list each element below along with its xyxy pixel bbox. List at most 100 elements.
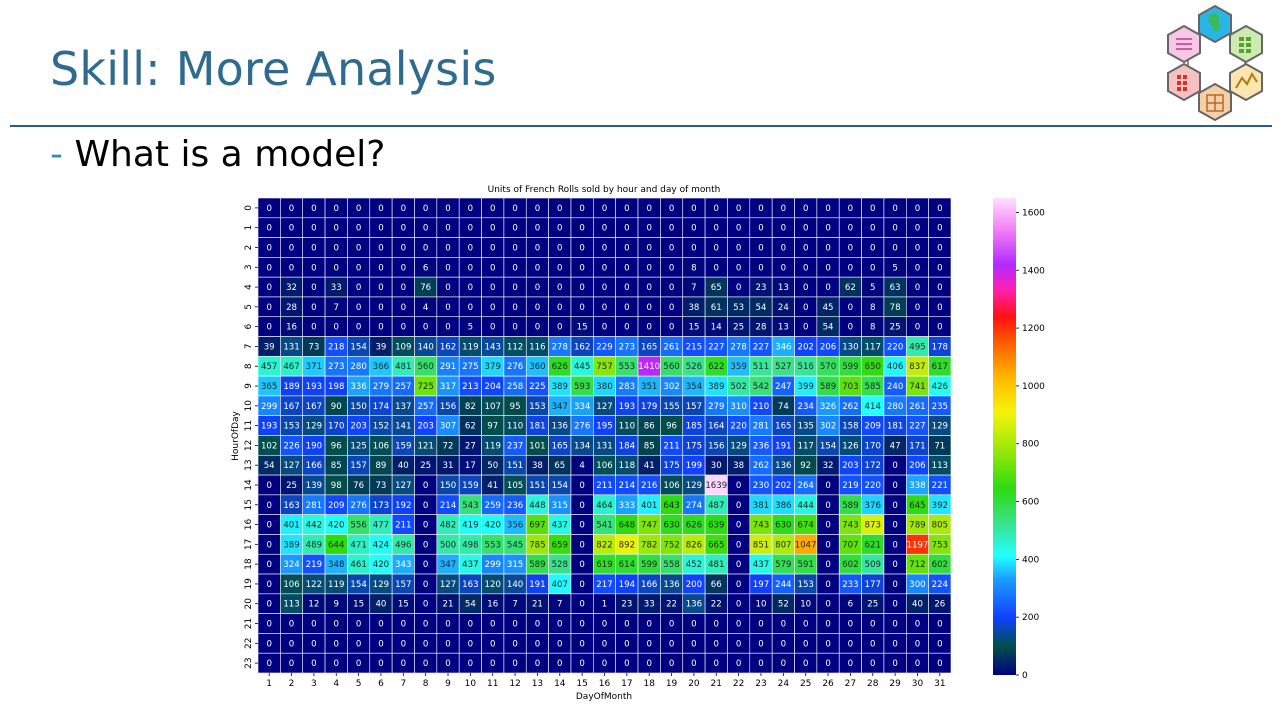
heatmap-cell-value: 0 (870, 639, 875, 649)
heatmap-cell-value: 198 (328, 382, 344, 392)
heatmap-cell-value: 0 (803, 243, 808, 253)
heatmap-cell-value: 448 (529, 501, 545, 511)
heatmap-cell-value: 31 (443, 461, 454, 471)
heatmap-cell-value: 261 (663, 342, 679, 352)
heatmap-cell-value: 85 (331, 461, 342, 471)
heatmap-cell-value: 0 (803, 323, 808, 333)
heatmap-cell-value: 0 (356, 639, 361, 649)
heatmap-cell-value: 0 (289, 620, 294, 630)
heatmap-cell-value: 560 (663, 362, 679, 372)
heatmap-cell-value: 7 (557, 600, 562, 610)
heatmap-cell-value: 0 (401, 639, 406, 649)
heatmap-cell-value: 0 (624, 263, 629, 273)
heatmap-cell-value: 622 (708, 362, 724, 372)
heatmap-cell-value: 0 (624, 620, 629, 630)
heatmap-cell-value: 159 (462, 481, 478, 491)
heatmap-cell-value: 15 (398, 600, 409, 610)
heatmap-cell-value: 307 (440, 422, 456, 432)
heatmap-cell-value: 0 (825, 263, 830, 273)
heatmap-cell-value: 579 (775, 560, 791, 570)
heatmap-cell-value: 193 (306, 382, 322, 392)
heatmap-cell-value: 725 (417, 382, 433, 392)
heatmap-cell-value: 0 (736, 224, 741, 234)
heatmap-cell-value: 0 (825, 560, 830, 570)
heatmap-cell-value: 0 (714, 204, 719, 214)
heatmap-cell-value: 0 (423, 540, 428, 550)
heatmap-cell-value: 170 (328, 422, 344, 432)
heatmap-cell-value: 236 (507, 501, 523, 511)
x-tick-label: 13 (532, 679, 543, 689)
heatmap-cell-value: 553 (485, 540, 501, 550)
heatmap-cell-value: 0 (266, 501, 271, 511)
heatmap-cell-value: 0 (468, 283, 473, 293)
heatmap-cell-value: 0 (512, 283, 517, 293)
y-tick-label: 7 (244, 344, 254, 350)
heatmap-cell-value: 53 (733, 303, 744, 313)
heatmap-cell-value: 317 (440, 382, 456, 392)
heatmap-cell-value: 259 (485, 501, 501, 511)
heatmap-cell-value: 752 (663, 540, 679, 550)
heatmap-cell-value: 528 (552, 560, 568, 570)
heatmap-cell-value: 0 (848, 639, 853, 649)
heatmap-cell-value: 426 (932, 382, 948, 392)
heatmap-cell-value: 78 (890, 303, 901, 313)
heatmap-cell-value: 743 (753, 521, 769, 531)
heatmap-cell-value: 0 (736, 243, 741, 253)
y-tick-label: 21 (244, 618, 254, 629)
heatmap-cell-value: 356 (507, 521, 523, 531)
heatmap-cell-value: 805 (932, 521, 948, 531)
heatmap-cell-value: 0 (714, 659, 719, 669)
heatmap-cell-value: 121 (417, 441, 433, 451)
heatmap-cell-value: 0 (602, 263, 607, 273)
heatmap-cell-value: 131 (283, 342, 299, 352)
heatmap-cell-value: 826 (686, 540, 702, 550)
heatmap-cell-value: 177 (865, 580, 881, 590)
heatmap-cell-value: 119 (462, 342, 478, 352)
heatmap-cell-value: 299 (485, 560, 501, 570)
heatmap-cell-value: 0 (937, 620, 942, 630)
heatmap-cell-value: 117 (865, 342, 881, 352)
heatmap-cell-value: 0 (624, 204, 629, 214)
heatmap-cell-value: 495 (909, 342, 925, 352)
heatmap-cell-value: 0 (311, 659, 316, 669)
heatmap-cell-value: 116 (529, 342, 545, 352)
heatmap-cell-value: 163 (283, 501, 299, 511)
heatmap-cell-value: 16 (286, 323, 297, 333)
heatmap-cell-value: 85 (644, 441, 655, 451)
heatmap-cell-value: 139 (306, 481, 322, 491)
heatmap-cell-value: 165 (641, 342, 657, 352)
heatmap-cell-value: 0 (892, 501, 897, 511)
heatmap-cell-value: 0 (669, 204, 674, 214)
colorbar-tick-label: 1600 (1022, 208, 1045, 218)
heatmap-cell-value: 315 (507, 560, 523, 570)
heatmap-cell-value: 619 (596, 560, 612, 570)
heatmap-cell-value: 16 (487, 600, 498, 610)
x-tick-label: 21 (711, 679, 722, 689)
heatmap-cell-value: 244 (775, 580, 791, 590)
heatmap-cell-value: 0 (915, 303, 920, 313)
heatmap-cell-value: 190 (306, 441, 322, 451)
heatmap-cell-value: 0 (915, 323, 920, 333)
heatmap-cell-value: 0 (289, 204, 294, 214)
x-tick-label: 9 (445, 679, 451, 689)
x-tick-label: 1 (266, 679, 272, 689)
heatmap-cell-value: 130 (842, 342, 858, 352)
heatmap-cell-value: 117 (797, 441, 813, 451)
heatmap-cell-value: 0 (490, 204, 495, 214)
heatmap-cell-value: 602 (842, 560, 858, 570)
heatmap-cell-value: 464 (596, 501, 612, 511)
heatmap-cell-value: 541 (596, 521, 612, 531)
heatmap-cell-value: 38 (733, 461, 744, 471)
heatmap-cell-value: 1 (602, 600, 607, 610)
heatmap-cell-value: 348 (328, 560, 344, 570)
heatmap-cell-value: 204 (485, 382, 501, 392)
heatmap-cell-value: 0 (266, 620, 271, 630)
heatmap-cell-value: 40 (375, 600, 386, 610)
heatmap-cell-value: 62 (845, 283, 856, 293)
heatmap-cell-value: 0 (423, 560, 428, 570)
heatmap-cell-value: 1047 (795, 540, 817, 550)
x-tick-label: 25 (800, 679, 811, 689)
heatmap-cell-value: 0 (334, 659, 339, 669)
x-tick-label: 19 (666, 679, 678, 689)
heatmap-cell-value: 0 (825, 481, 830, 491)
